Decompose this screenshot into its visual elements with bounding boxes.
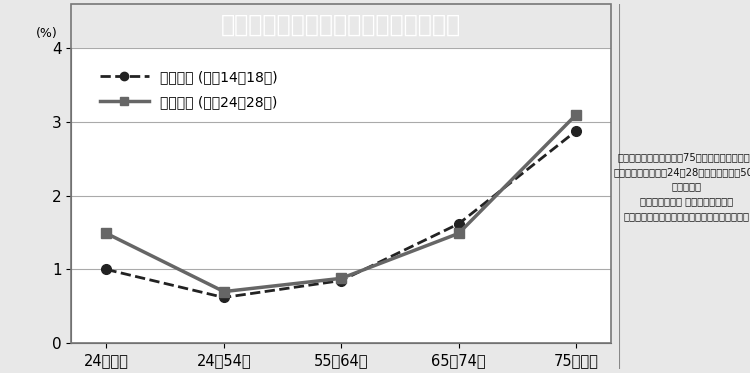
Text: ペダル踏み間違い事故は75才以上のドライバーが
起こしやすく、平成24〜28年の事故件数は506
件になる。
（公益財団法人 交通事故総合分析
センター作成「交: ペダル踏み間違い事故は75才以上のドライバーが 起こしやすく、平成24〜28年の… xyxy=(614,152,750,221)
Legend: 事故割合 (平成14〜18年), 事故割合 (平成24〜28年): 事故割合 (平成14〜18年), 事故割合 (平成24〜28年) xyxy=(94,64,283,115)
Text: (%): (%) xyxy=(36,26,58,40)
Text: 年齢層別のペダル踏み間違い事故割合: 年齢層別のペダル踏み間違い事故割合 xyxy=(221,13,461,37)
